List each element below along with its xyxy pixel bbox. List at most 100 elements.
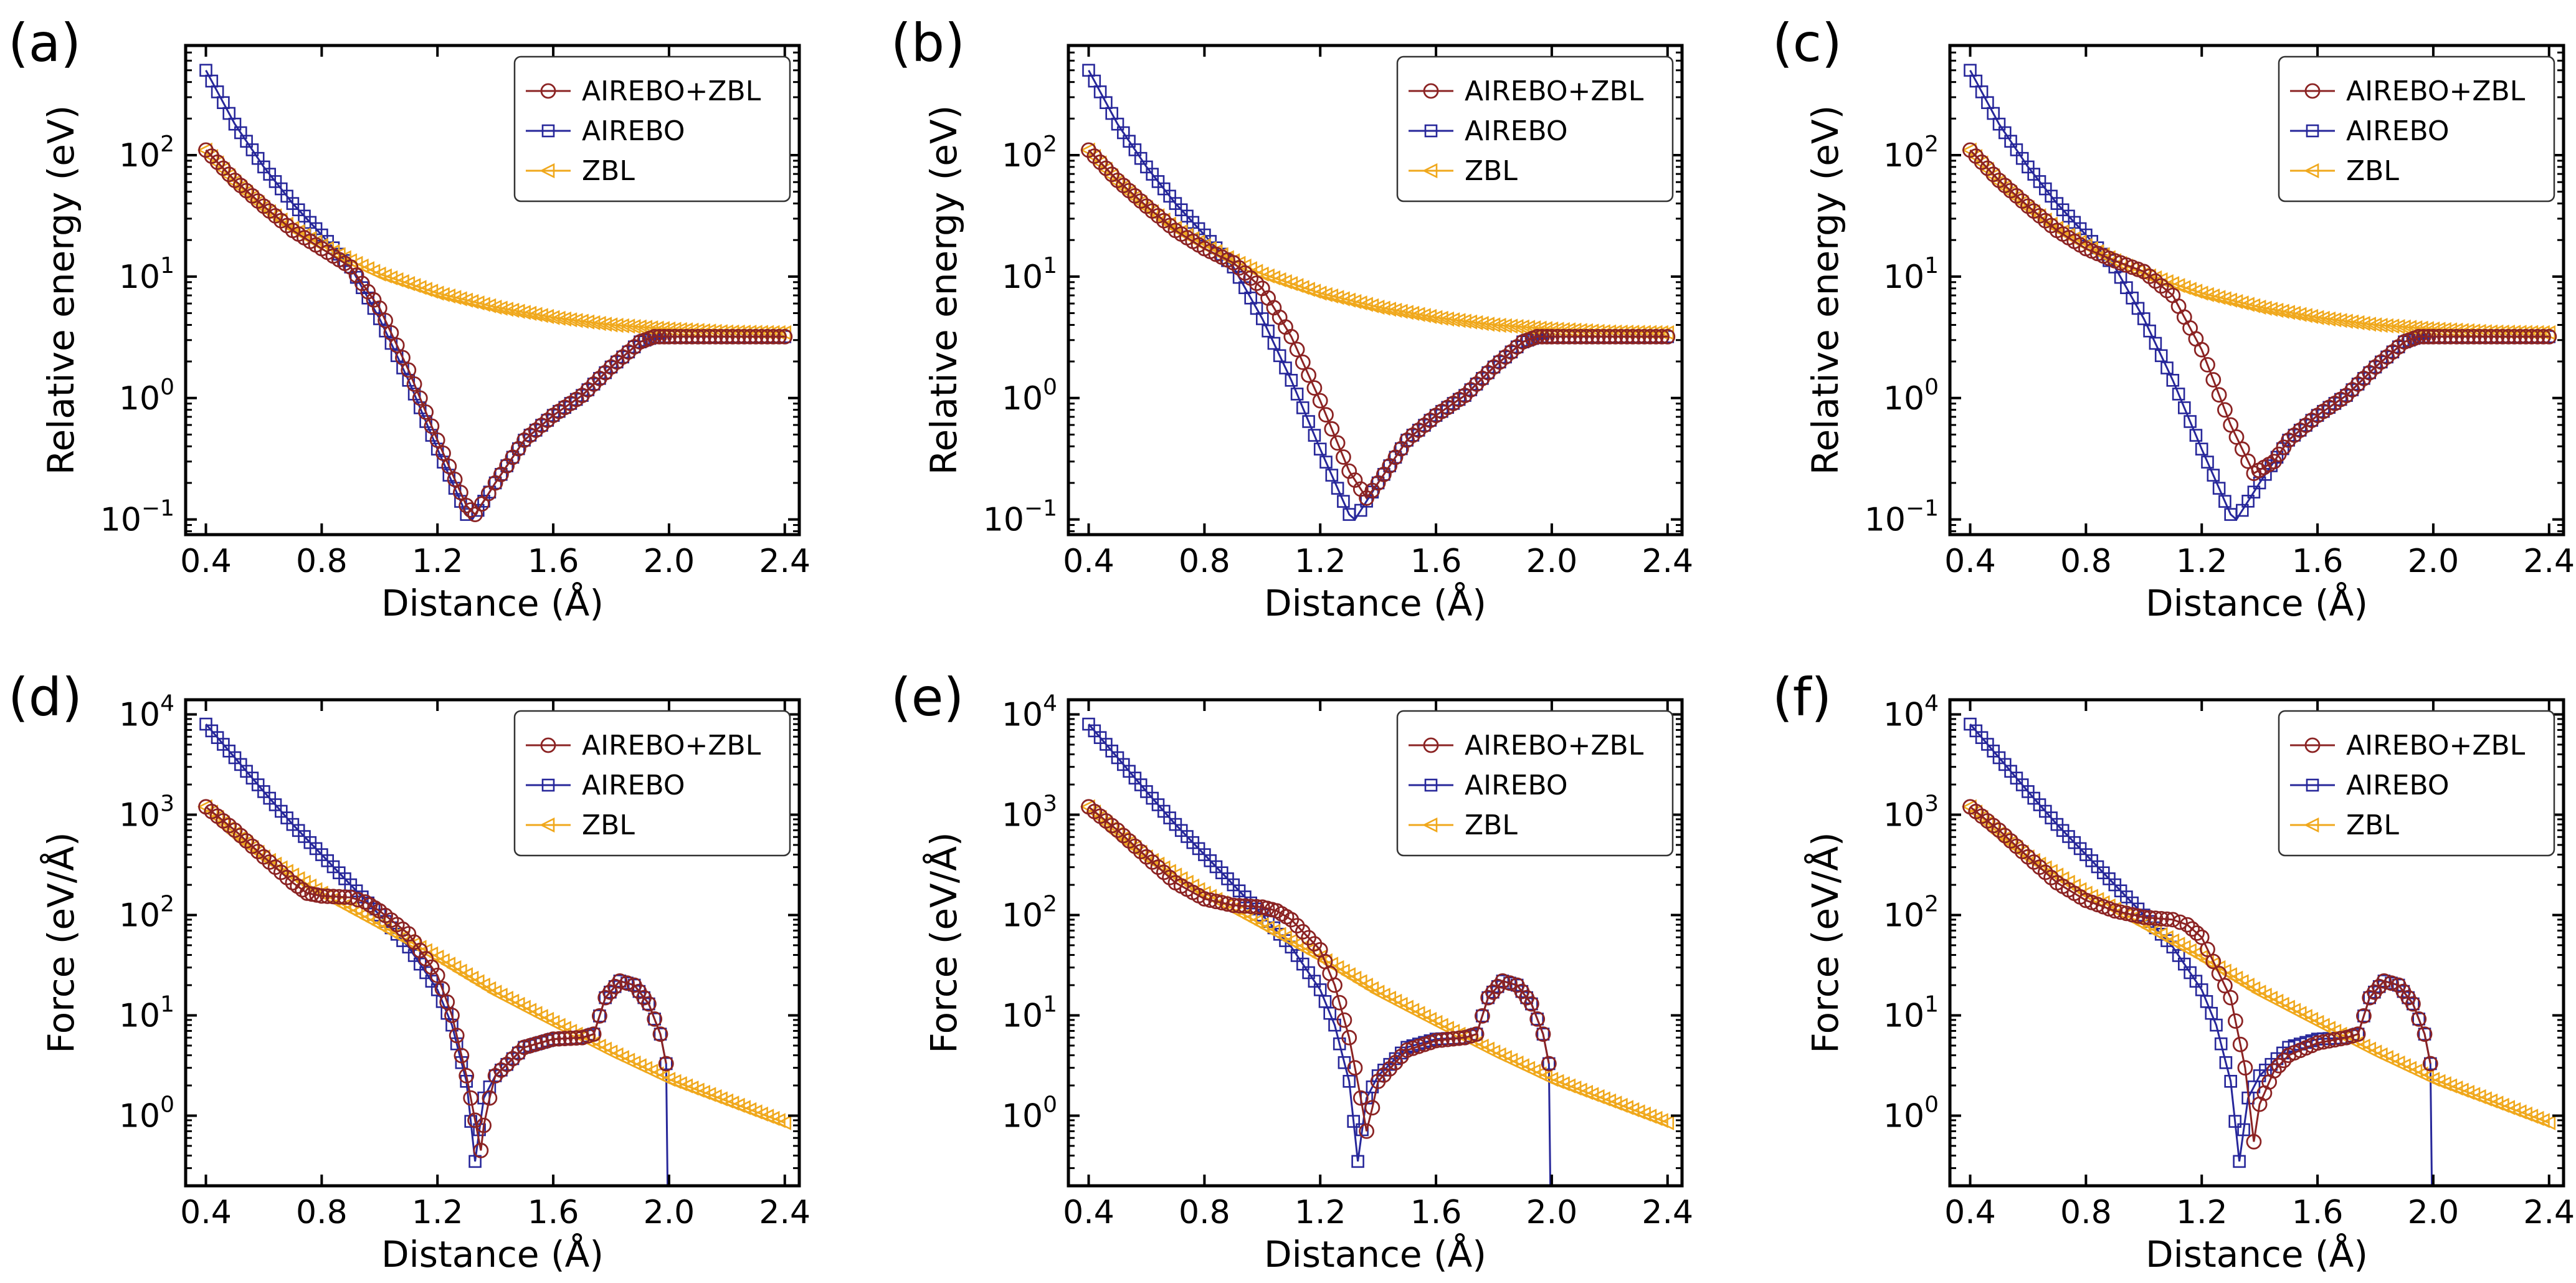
marker-3-0-71 (592, 1008, 607, 1024)
marker-1-1-34 (1279, 361, 1292, 374)
marker-0-0-81 (661, 328, 677, 345)
marker-0-0-84 (678, 328, 695, 345)
marker-1-0-39 (1306, 380, 1323, 396)
marker-2-0-97 (2512, 328, 2528, 345)
marker-0-2-55 (515, 305, 531, 320)
marker-2-0-47 (2234, 441, 2250, 457)
marker-1-2-31 (1259, 268, 1275, 284)
x-tick-label: 0.4 (180, 543, 232, 580)
x-tick-label: 0.8 (296, 543, 348, 580)
x-tick-label: 0.4 (1063, 1194, 1115, 1231)
marker-5-0-25 (2107, 903, 2123, 919)
marker-2-1-35 (2166, 373, 2180, 387)
marker-2-0-68 (2350, 376, 2366, 392)
marker-4-0-70 (1474, 1008, 1490, 1024)
marker-5-1-48 (2233, 1155, 2246, 1168)
marker-2-2-65 (2337, 313, 2353, 329)
y-tick-label: 104 (1883, 691, 1939, 734)
marker-5-0-37 (2179, 917, 2195, 933)
marker-4-0-62 (1428, 1033, 1444, 1049)
chart-panel-0: 0.4 0.8 1.2 1.6 2.0 2.4 10−1 100 101 102 Distance … (8, 12, 810, 624)
marker-2-0-81 (2420, 328, 2436, 345)
marker-3-0-47 (459, 1068, 475, 1084)
marker-0-2-56 (521, 305, 537, 322)
x-tick-label: 2.4 (759, 543, 810, 580)
marker-1-0-35 (1283, 328, 1300, 345)
marker-1-0-82 (1549, 328, 1566, 345)
marker-5-1-47 (2228, 1115, 2241, 1128)
marker-2-2-47 (2233, 295, 2249, 311)
marker-3-0-76 (619, 975, 635, 991)
marker-2-0-93 (2489, 328, 2505, 345)
marker-1-0-89 (1590, 328, 1606, 345)
marker-5-0-54 (2271, 1057, 2287, 1074)
x-tick-label: 1.2 (412, 1194, 463, 1231)
legend-box (513, 55, 791, 203)
marker-4-0-46 (1336, 1012, 1352, 1028)
marker-5-0-42 (2205, 953, 2222, 970)
y-tick-label: 102 (1002, 131, 1057, 174)
marker-5-0-27 (2118, 905, 2134, 922)
marker-5-0-45 (2223, 990, 2239, 1006)
marker-1-0-95 (1625, 328, 1641, 345)
x-tick-label: 0.8 (2060, 1194, 2112, 1231)
marker-3-0-26 (343, 889, 359, 905)
y-tick-label: 10−1 (100, 496, 174, 539)
marker-1-0-36 (1289, 341, 1305, 358)
marker-2-0-88 (2460, 328, 2476, 345)
marker-2-0-43 (2211, 387, 2227, 403)
chart-panel-2: 0.4 0.8 1.2 1.6 2.0 2.4 10−1 100 101 102 Distance … (1772, 12, 2575, 624)
marker-5-0-40 (2193, 929, 2210, 945)
marker-3-0-64 (551, 1031, 567, 1047)
marker-3-0-72 (597, 990, 614, 1006)
marker-2-2-49 (2245, 298, 2261, 313)
marker-3-0-60 (528, 1036, 544, 1052)
marker-2-legend-1 (2306, 124, 2319, 138)
marker-5-0-70 (2362, 990, 2378, 1006)
marker-4-0-72 (1485, 984, 1501, 1000)
marker-4-0-51 (1364, 1100, 1381, 1116)
marker-5-0-44 (2217, 978, 2233, 994)
marker-5-1-82 (2424, 1057, 2437, 1071)
marker-3-0-70 (586, 1026, 602, 1042)
legend-label-airebo: AIREBO (2346, 770, 2450, 801)
marker-0-2-50 (487, 299, 502, 315)
marker-2-2-44 (2216, 291, 2231, 307)
marker-2-2-59 (2303, 308, 2319, 325)
marker-5-0-26 (2113, 904, 2129, 920)
marker-0-0-41 (435, 446, 451, 461)
marker-2-1-34 (2160, 361, 2174, 374)
marker-0-2-49 (480, 298, 497, 313)
marker-1-2-46 (1346, 293, 1362, 310)
marker-0-0-69 (597, 365, 614, 381)
marker-1-1-37 (1296, 401, 1309, 414)
marker-2-2-51 (2256, 300, 2272, 316)
marker-1-2-54 (1392, 303, 1408, 319)
marker-3-0-23 (325, 889, 341, 905)
marker-0-0-45 (459, 498, 475, 513)
marker-2-0-67 (2344, 382, 2360, 398)
y-tick-label: 101 (119, 253, 174, 296)
marker-5-0-81 (2422, 1056, 2438, 1072)
marker-2-0-45 (2223, 417, 2239, 433)
marker-4-0-65 (1445, 1031, 1461, 1047)
y-axis-label: Relative energy (eV) (923, 105, 965, 475)
marker-0-1-37 (413, 401, 427, 414)
marker-5-0-79 (2411, 1011, 2427, 1027)
legend-label-zbl: ZBL (582, 155, 635, 187)
marker-3-0-48 (463, 1090, 479, 1106)
marker-0-2-53 (504, 302, 520, 318)
marker-0-2-51 (492, 300, 508, 316)
marker-0-legend-1 (541, 124, 555, 138)
marker-5-0-33 (2153, 911, 2169, 927)
marker-1-2-53 (1387, 302, 1402, 318)
marker-0-0-9 (250, 193, 266, 209)
marker-1-2-44 (1334, 291, 1350, 307)
axes-frame (1948, 698, 2565, 1188)
chart-panel-4: 0.4 0.8 1.2 1.6 2.0 2.4 100 101 102 103 104 Distanc… (891, 667, 1693, 1276)
marker-2-1-43 (2212, 482, 2226, 495)
axes-frame (1948, 44, 2565, 537)
marker-5-0-78 (2405, 996, 2421, 1012)
marker-1-2-47 (1352, 295, 1367, 311)
